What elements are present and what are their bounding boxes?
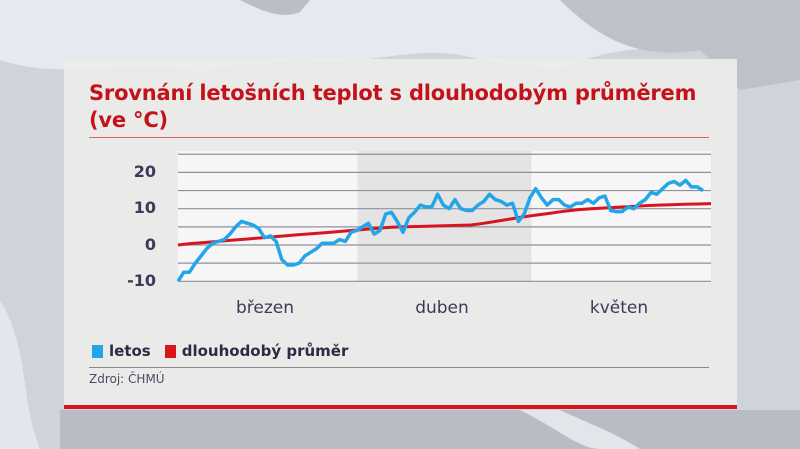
- chart-title: Srovnání letošních teplot s dlouhodobým …: [89, 81, 697, 132]
- legend-swatch-blue: [92, 344, 103, 358]
- legend-item-average: dlouhodobý průměr: [164, 342, 349, 360]
- source-note: Zdroj: ČHMÚ: [89, 372, 165, 386]
- y-tick-10: 10: [133, 198, 156, 217]
- title-divider: [89, 137, 709, 138]
- y-tick-minus-10: -10: [127, 271, 156, 290]
- y-tick-20: 20: [133, 162, 156, 181]
- legend-swatch-red: [164, 344, 176, 358]
- source-divider: [89, 367, 709, 368]
- x-label-kveten: květen: [589, 298, 649, 318]
- x-label-brezen: březen: [235, 298, 295, 318]
- gridlines: [178, 153, 711, 282]
- month-bands: [178, 151, 711, 281]
- legend-label: letos: [109, 342, 151, 360]
- x-label-duben: duben: [415, 298, 469, 318]
- legend: letos dlouhodobý průměr: [92, 342, 362, 360]
- legend-label: dlouhodobý průměr: [181, 342, 349, 360]
- legend-item-this-year: letos: [92, 342, 151, 360]
- series-line-this-year: [176, 178, 704, 283]
- y-tick-0: 0: [144, 235, 156, 254]
- panel-bottom-accent: [64, 405, 737, 409]
